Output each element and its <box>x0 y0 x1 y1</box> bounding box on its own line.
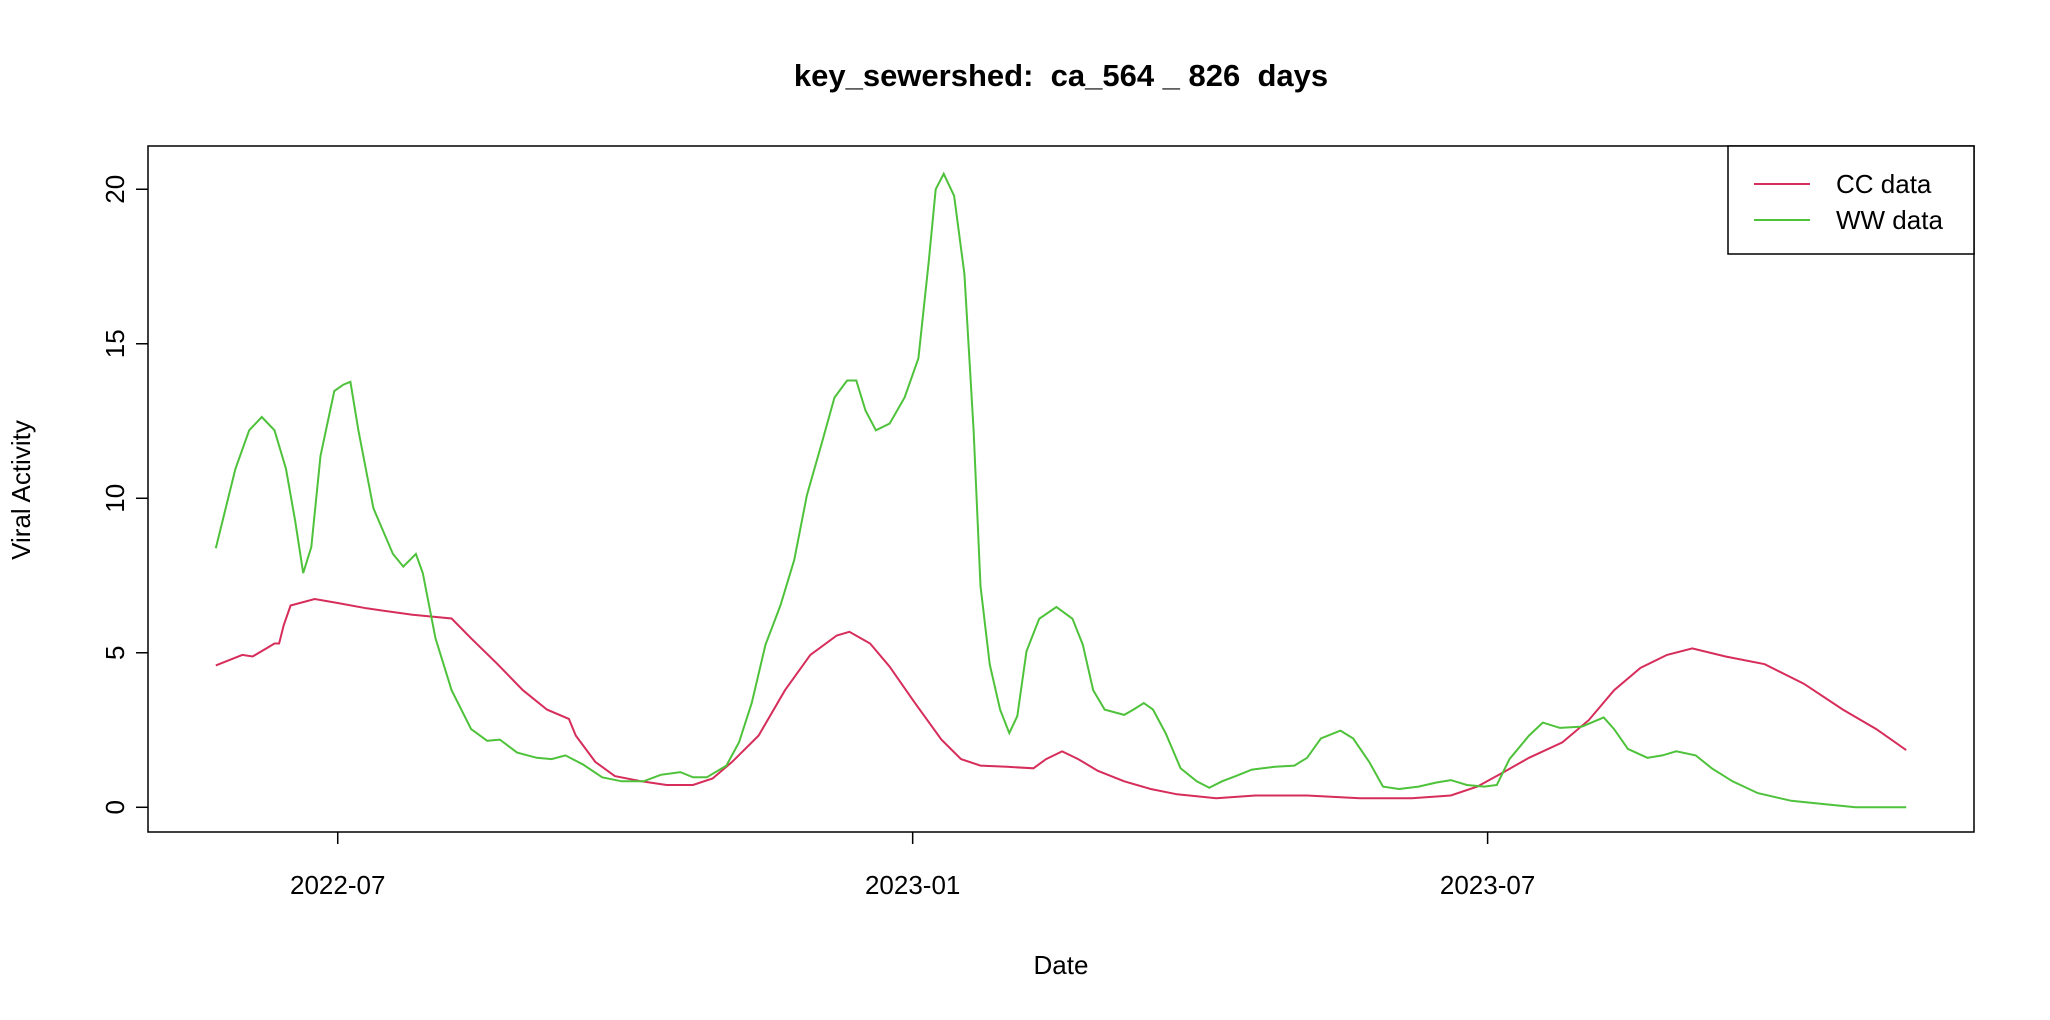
y-tick-label: 15 <box>100 329 130 358</box>
x-tick-label: 2023-07 <box>1440 870 1535 900</box>
y-tick-label: 20 <box>100 175 130 204</box>
x-tick-label: 2023-01 <box>865 870 960 900</box>
chart-title: key_sewershed: ca_564 _ 826 days <box>794 58 1328 93</box>
y-tick-label: 10 <box>100 484 130 513</box>
x-axis-label: Date <box>1034 950 1089 980</box>
legend-label: CC data <box>1836 169 1932 199</box>
legend-label: WW data <box>1836 205 1943 235</box>
data-line <box>215 597 1907 800</box>
y-tick-label: 5 <box>100 646 130 660</box>
y-axis-label: Viral Activity <box>6 420 36 560</box>
y-tick-label: 0 <box>100 800 130 814</box>
plot-frame <box>147 145 1975 833</box>
data-line <box>214 171 1907 809</box>
legend-box <box>1727 145 1975 255</box>
x-tick-label: 2022-07 <box>290 870 385 900</box>
